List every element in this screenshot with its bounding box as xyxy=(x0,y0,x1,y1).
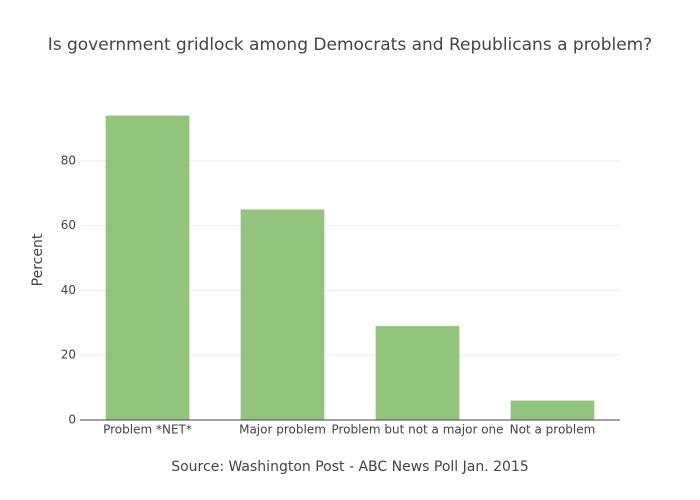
x-tick-label: Problem *NET* xyxy=(103,423,192,437)
x-axis-title: Source: Washington Post - ABC News Poll … xyxy=(171,459,529,475)
y-tick-label: 40 xyxy=(61,283,76,297)
bar xyxy=(510,400,595,420)
y-tick-label: 80 xyxy=(61,153,76,167)
y-axis-title: Percent xyxy=(30,233,46,286)
y-tick-label: 60 xyxy=(61,218,76,232)
y-tick-label: 20 xyxy=(61,348,76,362)
chart-title: Is government gridlock among Democrats a… xyxy=(48,35,653,55)
bar xyxy=(240,209,325,420)
x-tick-label: Not a problem xyxy=(510,423,596,437)
x-tick-label: Major problem xyxy=(239,423,326,437)
bar xyxy=(375,326,460,420)
x-tick-label: Problem but not a major one xyxy=(331,423,503,437)
bar xyxy=(105,115,190,420)
y-tick-label: 0 xyxy=(68,413,76,427)
